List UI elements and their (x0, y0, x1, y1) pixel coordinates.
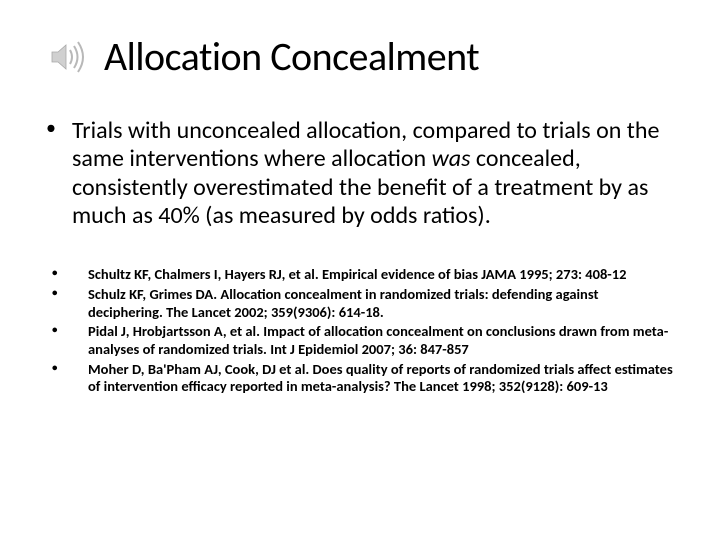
references-list: Schultz KF, Chalmers I, Hayers RJ, et al… (44, 266, 676, 396)
speaker-sound-icon (44, 35, 88, 79)
reference-item: Schulz KF, Grimes DA. Allocation conceal… (44, 286, 676, 321)
main-bullet-list: Trials with unconcealed allocation, comp… (44, 117, 676, 230)
reference-item: Moher D, Ba'Pham AJ, Cook, DJ et al. Doe… (44, 361, 676, 396)
main-bullet-item: Trials with unconcealed allocation, comp… (44, 117, 676, 230)
reference-item: Pidal J, Hrobjartsson A, et al. Impact o… (44, 323, 676, 358)
slide-title: Allocation Concealment (104, 32, 479, 81)
main-bullet-italic: was (432, 144, 471, 173)
reference-item: Schultz KF, Chalmers I, Hayers RJ, et al… (44, 266, 676, 284)
slide-container: Allocation Concealment Trials with uncon… (0, 0, 720, 540)
title-row: Allocation Concealment (44, 32, 676, 81)
